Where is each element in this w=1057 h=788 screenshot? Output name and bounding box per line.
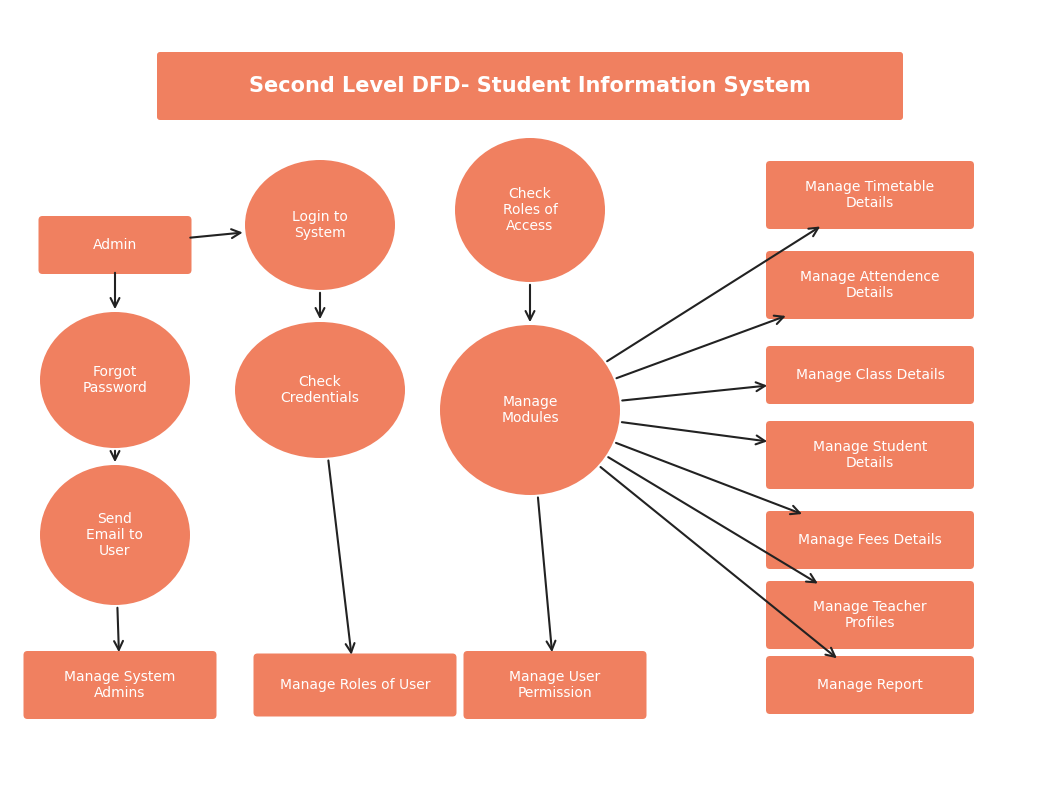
Ellipse shape xyxy=(245,160,395,290)
Text: Manage
Modules: Manage Modules xyxy=(501,395,559,425)
FancyBboxPatch shape xyxy=(766,656,973,714)
FancyBboxPatch shape xyxy=(254,653,457,716)
Text: Manage System
Admins: Manage System Admins xyxy=(64,670,175,700)
FancyBboxPatch shape xyxy=(464,651,647,719)
Text: Second Level DFD- Student Information System: Second Level DFD- Student Information Sy… xyxy=(249,76,811,96)
FancyBboxPatch shape xyxy=(157,52,903,120)
Text: Manage Teacher
Profiles: Manage Teacher Profiles xyxy=(813,600,927,630)
Text: Manage Report: Manage Report xyxy=(817,678,923,692)
Text: Check
Roles of
Access: Check Roles of Access xyxy=(502,187,557,233)
Text: Admin: Admin xyxy=(93,238,137,252)
Text: Manage User
Permission: Manage User Permission xyxy=(509,670,600,700)
Text: Manage Class Details: Manage Class Details xyxy=(796,368,945,382)
FancyBboxPatch shape xyxy=(766,581,973,649)
Text: Manage Fees Details: Manage Fees Details xyxy=(798,533,942,547)
FancyBboxPatch shape xyxy=(766,421,973,489)
FancyBboxPatch shape xyxy=(23,651,217,719)
Ellipse shape xyxy=(40,312,190,448)
Ellipse shape xyxy=(455,138,605,282)
Ellipse shape xyxy=(440,325,620,495)
FancyBboxPatch shape xyxy=(766,251,973,319)
Ellipse shape xyxy=(40,465,190,605)
Text: Manage Timetable
Details: Manage Timetable Details xyxy=(805,180,934,210)
Text: Check
Credentials: Check Credentials xyxy=(280,375,359,405)
FancyBboxPatch shape xyxy=(766,161,973,229)
Text: Manage Student
Details: Manage Student Details xyxy=(813,440,927,470)
FancyBboxPatch shape xyxy=(766,511,973,569)
Ellipse shape xyxy=(235,322,405,458)
FancyBboxPatch shape xyxy=(38,216,191,274)
Text: Manage Attendence
Details: Manage Attendence Details xyxy=(800,270,940,300)
FancyBboxPatch shape xyxy=(766,346,973,404)
Text: Forgot
Password: Forgot Password xyxy=(82,365,147,395)
Text: Send
Email to
User: Send Email to User xyxy=(87,511,144,558)
Text: Login to
System: Login to System xyxy=(292,210,348,240)
Text: Manage Roles of User: Manage Roles of User xyxy=(280,678,430,692)
